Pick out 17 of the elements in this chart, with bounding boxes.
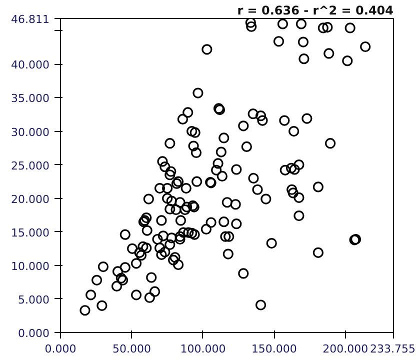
x-tick-label: 100.000	[180, 342, 226, 356]
y-tick-label: 0.000	[18, 327, 50, 340]
x-tick-label: 50.000	[112, 342, 151, 356]
y-tick-label: 40.000	[11, 58, 50, 72]
x-tick-label: 150.000	[251, 342, 297, 356]
y-tick-label: 5.000	[18, 293, 50, 306]
y-tick-label: 15.000	[11, 226, 50, 240]
x-tick-label: 233.755	[370, 342, 416, 356]
y-tick-label: 25.000	[11, 159, 50, 172]
y-tick-label: 20.000	[11, 192, 50, 206]
y-tick-label: 46.811	[11, 13, 50, 26]
y-tick-label: 35.000	[11, 92, 50, 106]
y-tick-label: 10.000	[11, 260, 50, 273]
y-tick-label: 30.000	[11, 126, 50, 139]
text: r = 0.636 - r^2 = 0.404	[237, 4, 394, 18]
x-tick-label: 200.000	[322, 342, 368, 356]
x-tick-label: 0.000	[44, 342, 76, 356]
